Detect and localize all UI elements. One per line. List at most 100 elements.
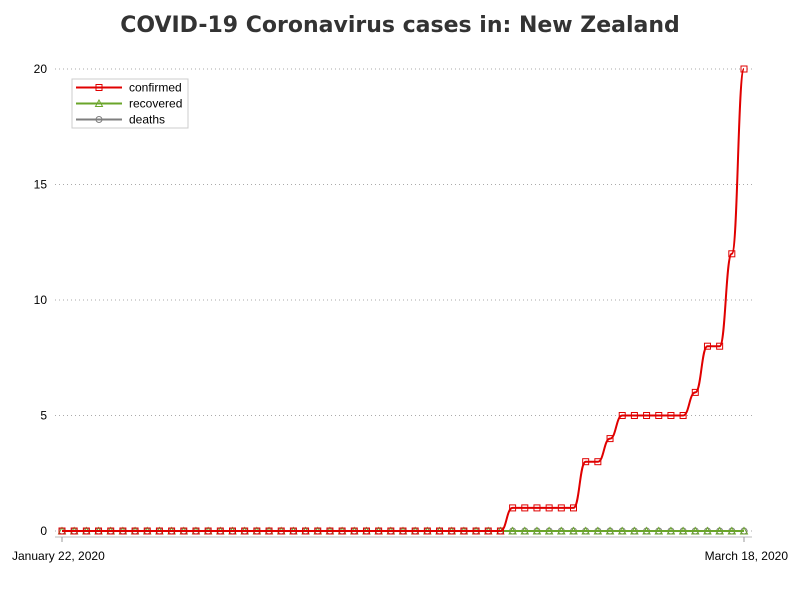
legend-label-confirmed: confirmed — [129, 81, 182, 95]
data-point-confirmed-38 — [521, 504, 529, 512]
series-line-confirmed — [62, 68, 745, 532]
data-point-confirmed-7 — [143, 527, 151, 535]
data-point-confirmed-0 — [58, 527, 66, 535]
data-point-confirmed-27 — [387, 527, 395, 535]
data-point-confirmed-8 — [155, 527, 163, 535]
series-group — [57, 65, 749, 535]
data-point-confirmed-55 — [728, 250, 736, 258]
data-point-recovered-42 — [569, 526, 578, 535]
legend-swatch-marker-recovered — [94, 98, 104, 107]
data-point-recovered-38 — [520, 526, 530, 535]
data-point-confirmed-6 — [131, 527, 139, 535]
data-point-confirmed-40 — [545, 504, 553, 512]
data-point-confirmed-45 — [606, 435, 614, 443]
data-point-confirmed-23 — [338, 527, 346, 535]
series-confirmed — [58, 65, 748, 535]
y-tick-label-10: 10 — [34, 293, 48, 307]
data-point-confirmed-34 — [472, 527, 480, 535]
x-tick-label-first: January 22, 2020 — [12, 549, 105, 563]
data-point-confirmed-14 — [229, 527, 236, 535]
data-point-confirmed-47 — [630, 412, 638, 419]
data-point-confirmed-1 — [70, 527, 78, 535]
data-point-recovered-52 — [690, 526, 700, 535]
data-point-confirmed-12 — [204, 527, 212, 535]
data-point-confirmed-24 — [350, 527, 358, 535]
data-point-confirmed-4 — [107, 527, 115, 535]
legend: confirmed recovered deaths — [71, 78, 189, 129]
data-point-confirmed-19 — [289, 527, 297, 535]
data-point-confirmed-51 — [679, 412, 687, 419]
data-point-confirmed-32 — [448, 527, 456, 535]
data-point-recovered-54 — [715, 526, 724, 535]
data-point-recovered-37 — [508, 526, 517, 535]
data-point-recovered-45 — [605, 526, 615, 535]
data-point-recovered-51 — [678, 526, 688, 535]
legend-swatch-marker-deaths — [95, 116, 103, 123]
data-point-confirmed-36 — [496, 527, 504, 535]
y-tick-label-0: 0 — [40, 524, 47, 538]
axes: 0 5 10 15 20 January 22, 2020 March 18, 2020 — [12, 62, 788, 563]
data-point-confirmed-37 — [509, 504, 517, 512]
data-point-confirmed-52 — [691, 388, 699, 396]
data-point-confirmed-50 — [667, 412, 675, 419]
data-point-recovered-43 — [581, 526, 591, 535]
legend-swatch-marker-confirmed — [95, 84, 103, 91]
data-point-recovered-41 — [556, 526, 566, 535]
data-point-recovered-47 — [630, 526, 639, 535]
data-point-confirmed-29 — [411, 527, 419, 535]
data-point-confirmed-28 — [399, 527, 407, 535]
data-point-confirmed-35 — [484, 527, 492, 535]
data-point-confirmed-48 — [643, 412, 651, 419]
data-point-confirmed-13 — [216, 527, 224, 535]
data-point-confirmed-22 — [326, 527, 334, 535]
data-point-confirmed-53 — [703, 342, 711, 350]
data-point-confirmed-41 — [557, 504, 565, 512]
x-tick-label-last: March 18, 2020 — [705, 549, 789, 563]
data-point-confirmed-30 — [423, 527, 431, 535]
data-point-confirmed-42 — [570, 504, 577, 512]
data-point-confirmed-31 — [436, 527, 444, 535]
data-point-confirmed-54 — [716, 342, 724, 350]
data-point-confirmed-5 — [119, 527, 127, 535]
data-point-recovered-50 — [666, 526, 676, 535]
data-point-confirmed-15 — [241, 527, 249, 535]
legend-item-deaths: deaths — [76, 113, 165, 127]
legend-item-confirmed: confirmed — [76, 81, 182, 95]
data-point-confirmed-20 — [302, 527, 310, 535]
data-point-recovered-44 — [593, 526, 603, 535]
data-point-recovered-49 — [654, 526, 664, 535]
y-tick-label-5: 5 — [40, 409, 47, 423]
y-tick-label-15: 15 — [34, 178, 48, 192]
data-point-confirmed-18 — [277, 527, 285, 535]
data-point-confirmed-16 — [253, 527, 261, 535]
data-point-confirmed-43 — [582, 458, 590, 466]
data-point-recovered-39 — [532, 526, 542, 535]
data-point-confirmed-2 — [82, 527, 90, 535]
legend-label-recovered: recovered — [129, 97, 182, 111]
data-point-confirmed-33 — [460, 527, 468, 535]
data-point-recovered-48 — [642, 526, 651, 535]
legend-label-deaths: deaths — [129, 113, 165, 127]
data-point-confirmed-26 — [375, 527, 383, 535]
data-point-confirmed-49 — [655, 412, 663, 419]
data-point-confirmed-25 — [362, 527, 370, 535]
gridlines — [55, 68, 752, 532]
data-point-confirmed-56 — [740, 65, 748, 73]
data-point-recovered-55 — [727, 526, 737, 535]
data-point-confirmed-21 — [314, 527, 322, 535]
data-point-recovered-53 — [703, 526, 712, 535]
data-point-confirmed-10 — [180, 527, 188, 535]
data-point-recovered-40 — [544, 526, 554, 535]
data-point-recovered-56 — [739, 526, 749, 535]
data-point-confirmed-11 — [192, 527, 200, 535]
data-point-recovered-46 — [617, 526, 627, 535]
chart-title: COVID-19 Coronavirus cases in: New Zeala… — [120, 13, 680, 38]
data-point-confirmed-17 — [265, 527, 273, 535]
data-point-confirmed-44 — [594, 458, 602, 466]
data-point-confirmed-39 — [533, 504, 541, 512]
data-point-confirmed-46 — [618, 412, 626, 419]
legend-item-recovered: recovered — [76, 97, 182, 111]
y-tick-label-20: 20 — [34, 62, 48, 76]
